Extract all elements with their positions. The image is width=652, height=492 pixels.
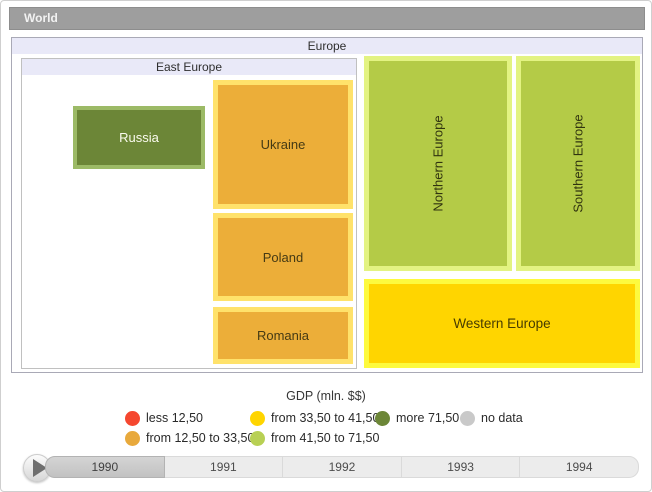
treemap-node-ukraine[interactable]: Ukraine xyxy=(213,80,353,209)
node-label: Ukraine xyxy=(260,137,306,152)
breadcrumb-label: World xyxy=(24,11,58,25)
legend-item-12-50-to-33-50[interactable]: from 12,50 to 33,50 xyxy=(125,430,254,446)
legend-swatch-gray-icon xyxy=(460,410,475,426)
legend-item-label: no data xyxy=(481,411,523,425)
legend-item-label: more 71,50 xyxy=(396,411,460,425)
east-europe-group-label: East Europe xyxy=(155,60,223,74)
legend-swatch-orange-icon xyxy=(125,430,140,446)
node-label: Romania xyxy=(256,328,310,343)
legend-item-less-12-50[interactable]: less 12,50 xyxy=(125,410,203,426)
timeline-year-segment[interactable]: 1992 xyxy=(282,456,402,478)
timeline-year-segment[interactable]: 1994 xyxy=(519,456,639,478)
timeline-year-segment[interactable]: 1991 xyxy=(163,456,284,478)
node-label: Russia xyxy=(119,130,159,145)
legend-swatch-red-icon xyxy=(125,410,140,426)
node-label: Western Europe xyxy=(453,316,551,331)
legend-swatch-yellowgreen-icon xyxy=(250,430,265,446)
legend-item-label: from 12,50 to 33,50 xyxy=(146,431,255,445)
node-label: Poland xyxy=(262,249,304,265)
treemap-node-northern-europe[interactable]: Northern Europe xyxy=(364,56,512,271)
play-icon xyxy=(32,459,47,477)
legend-title: GDP (mln. $$) xyxy=(286,389,366,403)
treemap-node-russia[interactable]: Russia xyxy=(73,106,205,169)
legend-swatch-green-icon xyxy=(375,410,390,426)
europe-group-label: Europe xyxy=(307,39,347,53)
node-label: Northern Europe xyxy=(430,115,446,212)
legend-item-33-50-to-41-50[interactable]: from 33,50 to 41,50 xyxy=(250,410,379,426)
timeline-track: 1990 1991 1992 1993 1994 xyxy=(45,456,639,478)
treemap-node-southern-europe[interactable]: Southern Europe xyxy=(516,56,640,271)
europe-group-header[interactable]: Europe xyxy=(12,38,642,54)
legend-item-label: from 41,50 to 71,50 xyxy=(271,431,380,445)
treemap-node-romania[interactable]: Romania xyxy=(213,307,353,364)
legend-item-more-71-50[interactable]: more 71,50 xyxy=(375,410,459,426)
east-europe-group-header[interactable]: East Europe xyxy=(22,59,356,75)
legend-item-label: from 33,50 to 41,50 xyxy=(271,411,380,425)
timeline-year-segment-selected[interactable]: 1990 xyxy=(45,456,165,478)
legend-item-no-data[interactable]: no data xyxy=(460,410,523,426)
node-label: Southern Europe xyxy=(570,114,586,213)
treemap-node-poland[interactable]: Poland xyxy=(213,213,353,301)
timeline-year-segment[interactable]: 1993 xyxy=(400,456,521,478)
treemap-node-western-europe[interactable]: Western Europe xyxy=(364,279,640,368)
legend-item-label: less 12,50 xyxy=(146,411,203,425)
breadcrumb-world-bar[interactable]: World xyxy=(9,7,645,30)
legend-item-41-50-to-71-50[interactable]: from 41,50 to 71,50 xyxy=(250,430,379,446)
legend-swatch-yellow-icon xyxy=(250,410,265,426)
